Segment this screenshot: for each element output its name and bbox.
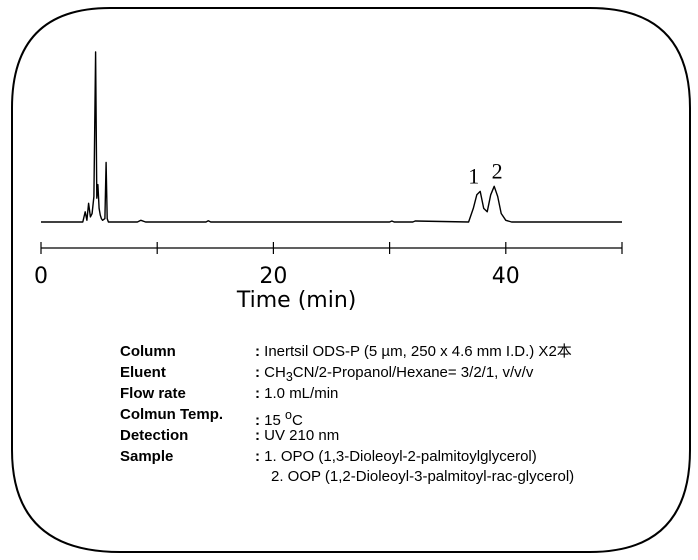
condition-label: Flow rate (120, 385, 186, 402)
x-tick-label: 40 (492, 264, 520, 289)
condition-value: : 1.0 mL/min (255, 385, 339, 402)
condition-value: : UV 210 nm (255, 427, 340, 444)
peak-label: 2 (492, 158, 503, 183)
condition-value-extra: 2. OOP (1,2-Dioleoyl-3-palmitoyl-rac-gly… (271, 468, 575, 485)
condition-value: : Inertsil ODS-P (5 µm, 250 x 4.6 mm I.D… (255, 343, 572, 360)
condition-label: Eluent (120, 364, 166, 381)
condition-value: : CH3CN/2-Propanol/Hexane= 3/2/1, v/v/v (255, 364, 534, 384)
condition-label: Colmun Temp. (120, 406, 224, 423)
peak-label: 1 (468, 163, 479, 188)
condition-value: : 1. OPO (1,3-Dioleoyl-2-palmitoylglycer… (255, 448, 537, 465)
x-tick-label: 20 (259, 264, 287, 289)
condition-label: Column (120, 343, 176, 360)
condition-label: Sample (120, 448, 174, 465)
condition-label: Detection (120, 427, 189, 444)
condition-value: : 15 oC (255, 408, 303, 429)
x-axis-title: Time (min) (236, 288, 357, 313)
x-tick-label: 0 (34, 264, 48, 289)
chromatogram-trace (41, 51, 622, 223)
